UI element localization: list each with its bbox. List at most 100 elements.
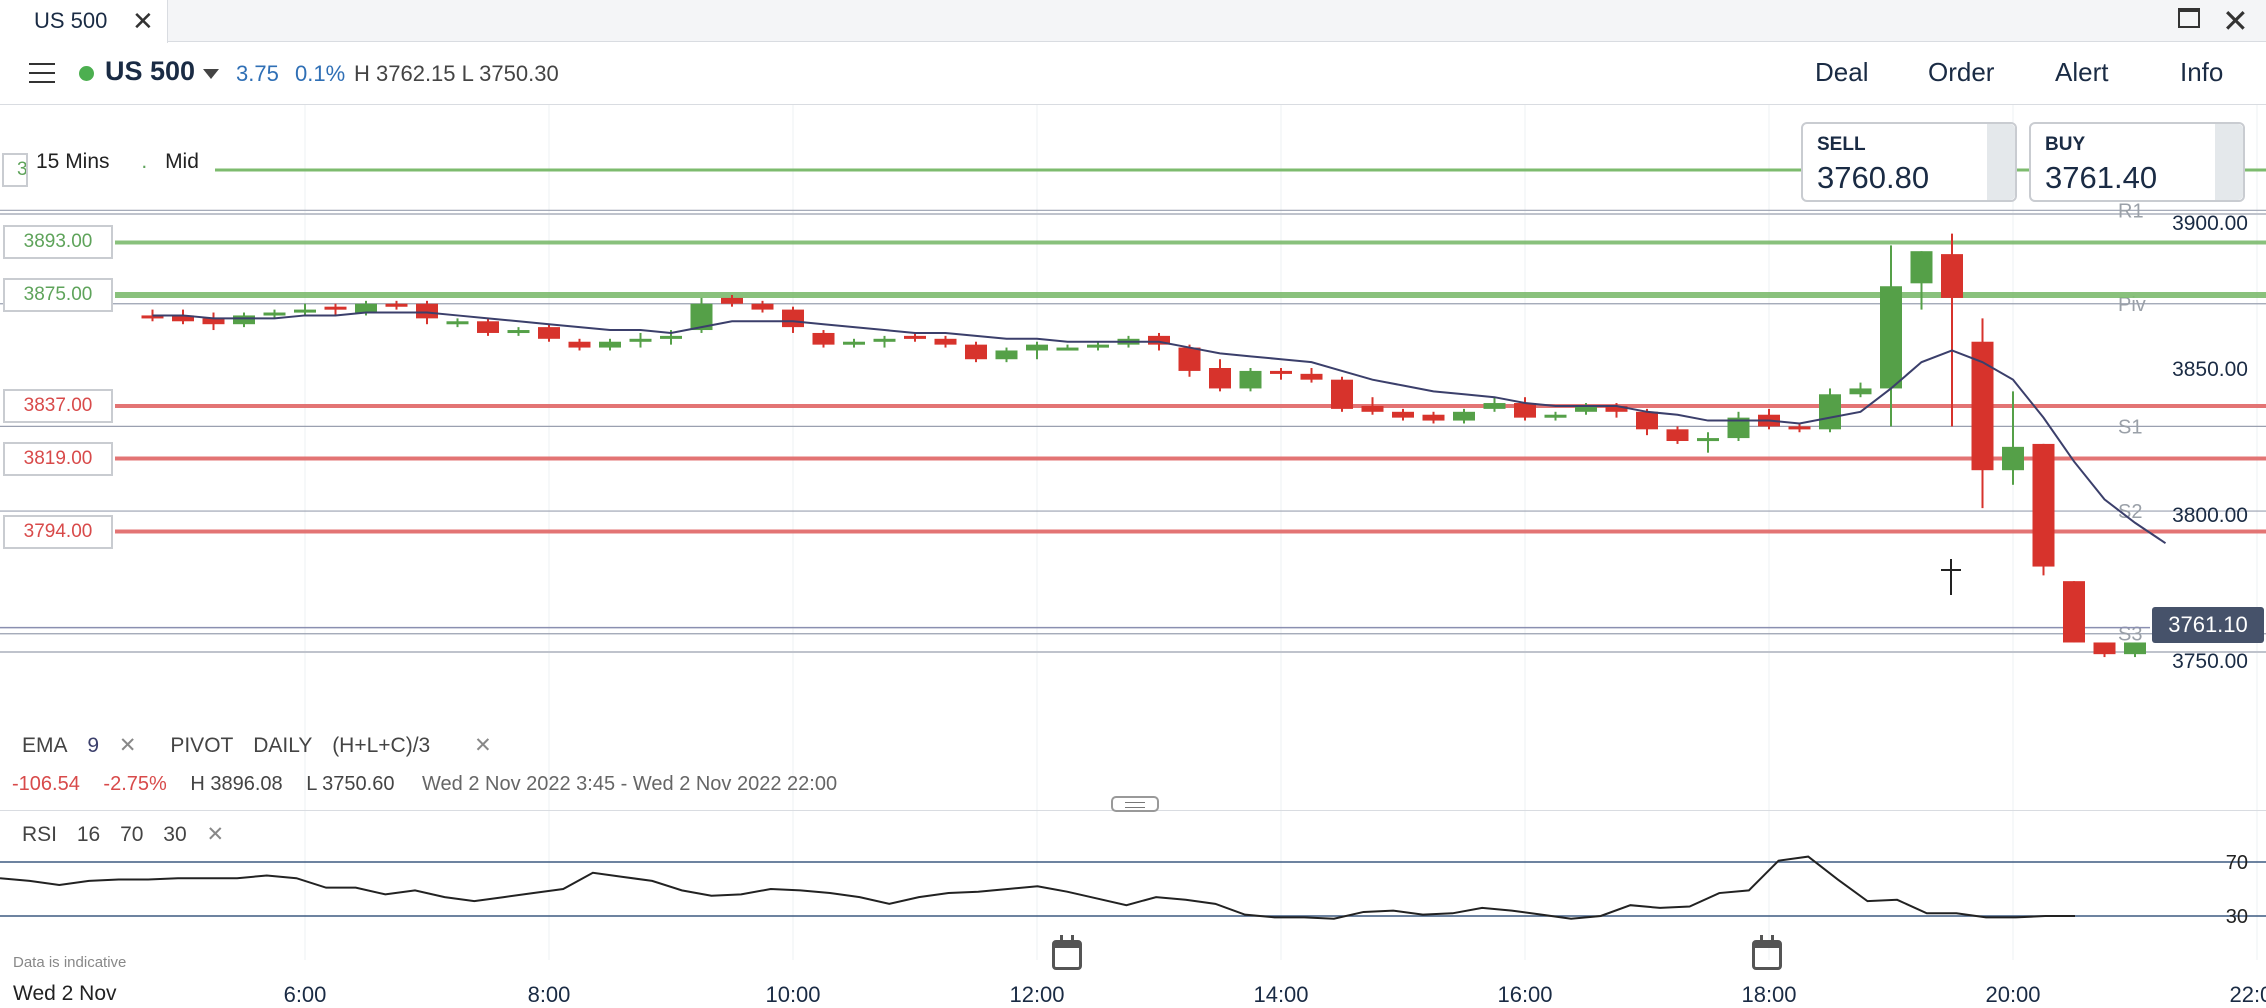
buy-button[interactable]: BUY 3761.40 [2029,122,2245,202]
current-price-tag: 3761.10 [2152,607,2264,643]
candle-body [1544,414,1567,418]
pivot-label: S1 [2118,416,2142,438]
period-change-percent: -2.75% [103,773,167,795]
level-box-partial[interactable]: 3 [2,153,28,187]
disclaimer: Data is indicative [13,954,127,971]
candle-body [934,338,957,345]
price-type[interactable]: Mid [165,150,199,173]
deal-button[interactable]: Deal [1815,57,1869,87]
candle-body [141,315,164,319]
pivot-label: R1 [2118,200,2144,222]
candle-body [507,330,530,334]
candle-body [1270,370,1292,374]
level-box[interactable]: 3893.00 [3,225,113,260]
buy-handle [2215,124,2243,200]
interval-value[interactable]: 15 Mins [36,150,110,173]
close-icon[interactable]: ✕ [132,6,154,36]
rsi-line [0,855,2075,920]
sell-label: SELL [1817,134,1866,155]
price-chart[interactable]: R1 Piv S1 S2 S3 3900.00 3850.00 3800.00 3750.00… [0,105,2266,1008]
candle-body [812,332,835,345]
tab-us500[interactable]: US 500 ✕ [0,0,168,43]
candle-body [263,312,286,316]
candle-body [2124,642,2146,655]
candle-body [1056,347,1079,351]
time-axis-label: 22:00 [2229,982,2266,1007]
pivot-formula[interactable]: (H+L+C)/3 [332,734,431,757]
pivot-label: S3 [2118,624,2142,646]
candle-body [1636,411,1658,430]
pane-resize-handle[interactable] [1111,796,1159,812]
window-close-icon[interactable]: ✕ [2222,3,2249,39]
menu-icon[interactable] [29,63,55,83]
level-box[interactable]: 3837.00 [3,388,113,423]
rsi-legend: RSI 16 70 30 ✕ [22,822,238,847]
candle-body [1239,370,1262,389]
candle-body [416,303,438,319]
remove-pivot-icon[interactable]: ✕ [474,734,492,757]
candle-body [1514,403,1536,418]
candle-body [1422,414,1445,421]
time-axis-label: 20:00 [1985,982,2040,1007]
chevron-down-icon[interactable] [203,69,219,79]
level-box[interactable]: 3875.00 [3,278,113,312]
candle-body [751,303,774,310]
candle-body [1087,344,1109,348]
candle-body [2093,642,2116,655]
candle-body [1331,379,1353,409]
instrument-name[interactable]: US 500 [105,56,196,86]
sell-price: 3760.80 [1817,160,1930,195]
ema-line [152,311,2167,545]
pivot-label: Piv [2118,294,2146,316]
candle-body [1819,394,1841,430]
maximize-icon[interactable] [2178,8,2200,28]
candle-body [1788,426,1811,430]
candle-body [1941,254,1963,298]
candle-body [1483,403,1506,409]
candle-body [446,321,469,325]
candle-body [324,306,347,310]
rsi-upper[interactable]: 70 [120,823,144,846]
candle-body [1880,286,1902,389]
sell-button[interactable]: SELL 3760.80 [1801,122,2017,202]
candle-body [202,318,225,325]
candles [141,233,2177,658]
candle-body [721,297,743,304]
ema-polyline [152,311,2167,545]
ema-period[interactable]: 9 [87,734,100,757]
candle-body [477,321,499,333]
candle-body [1178,347,1201,371]
info-button[interactable]: Info [2180,57,2224,87]
price-change-percent: 0.1% [295,61,346,86]
period-change: -106.54 [12,773,80,795]
rsi-level-label: 70 [2226,852,2248,874]
level-box[interactable]: 3819.00 [3,441,113,476]
candle-body [965,344,987,360]
calendar-icon[interactable] [1752,935,1782,970]
ema-name[interactable]: EMA [22,734,68,757]
rsi-lower[interactable]: 30 [163,823,187,846]
pivot-name[interactable]: PIVOT [170,734,234,757]
calendar-icon[interactable] [1052,935,1082,970]
rsi-name[interactable]: RSI [22,823,58,846]
candle-body [1026,344,1048,351]
rsi-level-label: 30 [2226,906,2248,928]
level-box[interactable]: 3794.00 [3,514,113,549]
candle-body [843,341,865,345]
rsi-panel: 70 30 [0,852,2266,928]
alert-button[interactable]: Alert [2055,57,2109,87]
stats-bar: -106.54 -2.75% H 3896.08 L 3750.60 Wed 2… [12,773,855,796]
candle-body [1300,373,1323,380]
price-axis-label: 3900.00 [2172,212,2248,235]
interval-selector[interactable]: 15 Mins . Mid [30,150,205,180]
candle-body [2063,581,2085,643]
order-button[interactable]: Order [1928,57,1995,87]
remove-ema-icon[interactable]: ✕ [118,734,137,757]
candle-body [233,315,255,325]
pivot-label: S2 [2118,501,2142,523]
remove-rsi-icon[interactable]: ✕ [206,823,225,846]
candle-body [294,309,316,313]
pivot-period[interactable]: DAILY [253,734,313,757]
rsi-period[interactable]: 16 [76,823,101,846]
candle-body [1666,429,1689,441]
